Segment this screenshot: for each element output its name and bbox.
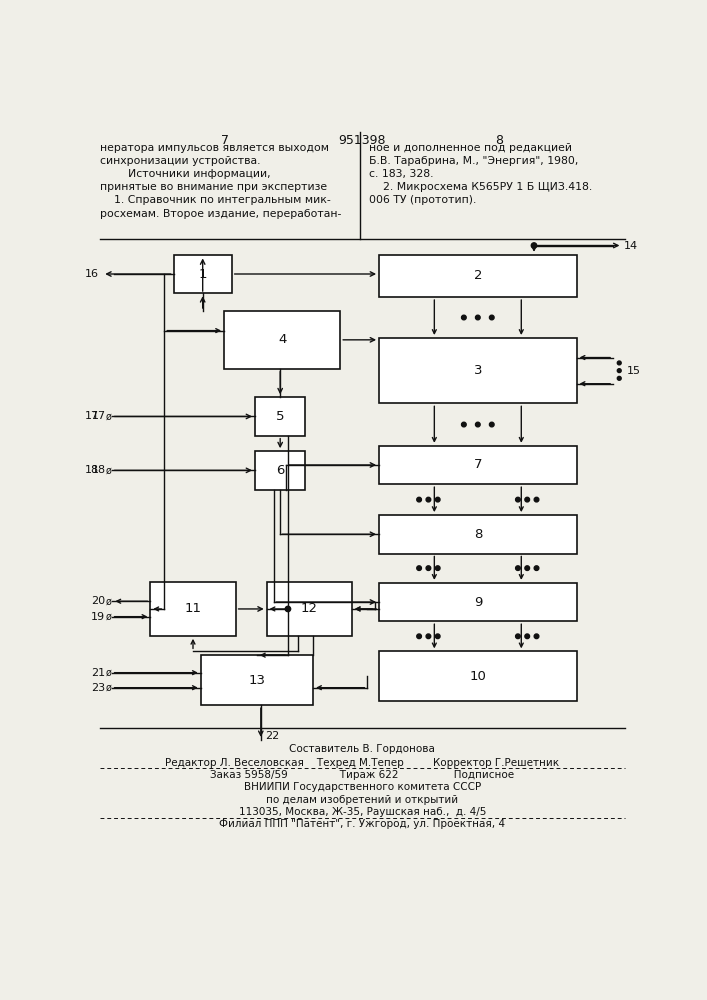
Text: ø: ø — [105, 612, 112, 622]
Text: принятые во внимание при экспертизе: принятые во внимание при экспертизе — [100, 182, 327, 192]
Circle shape — [436, 566, 440, 570]
Bar — [379, 338, 577, 403]
Bar — [174, 255, 232, 293]
Bar — [255, 397, 305, 436]
Text: 11: 11 — [185, 602, 201, 615]
Circle shape — [426, 497, 431, 502]
Text: 2: 2 — [474, 269, 482, 282]
Text: 5: 5 — [276, 410, 284, 423]
Bar — [224, 311, 340, 369]
Text: ø: ø — [105, 596, 112, 606]
Circle shape — [462, 315, 466, 320]
Circle shape — [436, 497, 440, 502]
Circle shape — [436, 634, 440, 639]
Text: 7: 7 — [474, 458, 482, 471]
Text: 113035, Москва, Ж-35, Раушская наб.,  д. 4/5: 113035, Москва, Ж-35, Раушская наб., д. … — [239, 807, 486, 817]
Text: 14: 14 — [624, 241, 638, 251]
Text: 951398: 951398 — [339, 134, 386, 147]
Bar — [201, 655, 313, 705]
Text: 15: 15 — [627, 366, 641, 376]
Text: ное и дополненное под редакцией: ное и дополненное под редакцией — [369, 143, 572, 153]
Text: росхемам. Второе издание, переработан-: росхемам. Второе издание, переработан- — [100, 209, 341, 219]
Circle shape — [525, 634, 530, 639]
Circle shape — [534, 634, 539, 639]
Text: Редактор Л. Веселовская    Техред М.Тепер         Корректор Г.Решетник: Редактор Л. Веселовская Техред М.Тепер К… — [165, 758, 559, 768]
Text: 2. Микросхема К565РУ 1 Б ЩИЗ.418.: 2. Микросхема К565РУ 1 Б ЩИЗ.418. — [369, 182, 592, 192]
Circle shape — [489, 422, 494, 427]
Text: ø: ø — [105, 668, 112, 678]
Text: 12: 12 — [300, 602, 317, 615]
Circle shape — [531, 243, 537, 248]
Circle shape — [617, 361, 621, 365]
Bar — [151, 582, 235, 636]
Text: 8: 8 — [496, 134, 503, 147]
Text: 006 ТУ (прототип).: 006 ТУ (прототип). — [369, 195, 477, 205]
Text: 20: 20 — [91, 596, 105, 606]
Circle shape — [489, 315, 494, 320]
Text: 6: 6 — [276, 464, 284, 477]
Text: 3: 3 — [474, 364, 482, 377]
Text: Б.В. Тарабрина, М., "Энергия", 1980,: Б.В. Тарабрина, М., "Энергия", 1980, — [369, 156, 578, 166]
Circle shape — [525, 497, 530, 502]
Text: 8: 8 — [474, 528, 482, 541]
Circle shape — [417, 566, 421, 570]
Text: ВНИИПИ Государственного комитета СССР: ВНИИПИ Государственного комитета СССР — [244, 782, 481, 792]
Text: ø: ø — [105, 465, 112, 475]
Bar — [379, 255, 577, 297]
Text: 17: 17 — [92, 411, 106, 421]
Circle shape — [476, 315, 480, 320]
Text: 4: 4 — [278, 333, 286, 346]
Circle shape — [617, 369, 621, 373]
Bar — [267, 582, 352, 636]
Text: 9: 9 — [474, 596, 482, 609]
Text: Филиал ППП "Патент", г. Ужгород, ул. Проектная, 4: Филиал ППП "Патент", г. Ужгород, ул. Про… — [219, 819, 506, 829]
Circle shape — [515, 497, 520, 502]
Circle shape — [515, 634, 520, 639]
Text: 18: 18 — [85, 465, 99, 475]
Circle shape — [476, 422, 480, 427]
Text: 1: 1 — [199, 267, 207, 280]
Bar — [379, 515, 577, 554]
Text: 1. Справочник по интегральным мик-: 1. Справочник по интегральным мик- — [100, 195, 331, 205]
Text: 23: 23 — [91, 683, 105, 693]
Bar — [379, 583, 577, 621]
Circle shape — [426, 634, 431, 639]
Circle shape — [462, 422, 466, 427]
Circle shape — [515, 566, 520, 570]
Text: 19: 19 — [91, 612, 105, 622]
Circle shape — [525, 566, 530, 570]
Text: 13: 13 — [248, 674, 265, 687]
Text: 22: 22 — [264, 731, 279, 741]
Text: 16: 16 — [86, 269, 99, 279]
Text: 21: 21 — [91, 668, 105, 678]
Text: ø: ø — [105, 683, 112, 693]
Circle shape — [417, 497, 421, 502]
Text: синхронизации устройства.: синхронизации устройства. — [100, 156, 260, 166]
Text: Заказ 5958/59                Тираж 622                 Подписное: Заказ 5958/59 Тираж 622 Подписное — [210, 770, 515, 780]
Circle shape — [426, 566, 431, 570]
Text: 18: 18 — [92, 465, 106, 475]
Circle shape — [534, 497, 539, 502]
Text: нератора импульсов является выходом: нератора импульсов является выходом — [100, 143, 329, 153]
Text: ø: ø — [105, 411, 112, 421]
Text: 17: 17 — [85, 411, 99, 421]
Text: по делам изобретений и открытий: по делам изобретений и открытий — [267, 795, 458, 805]
Circle shape — [617, 376, 621, 380]
Bar — [379, 651, 577, 701]
Bar — [379, 446, 577, 484]
Text: 7: 7 — [221, 134, 229, 147]
Circle shape — [285, 606, 291, 612]
Circle shape — [534, 566, 539, 570]
Bar — [255, 451, 305, 490]
Text: Составитель В. Гордонова: Составитель В. Гордонова — [289, 744, 436, 754]
Circle shape — [417, 634, 421, 639]
Text: Источники информации,: Источники информации, — [100, 169, 271, 179]
Text: 10: 10 — [469, 670, 486, 683]
Text: с. 183, 328.: с. 183, 328. — [369, 169, 433, 179]
